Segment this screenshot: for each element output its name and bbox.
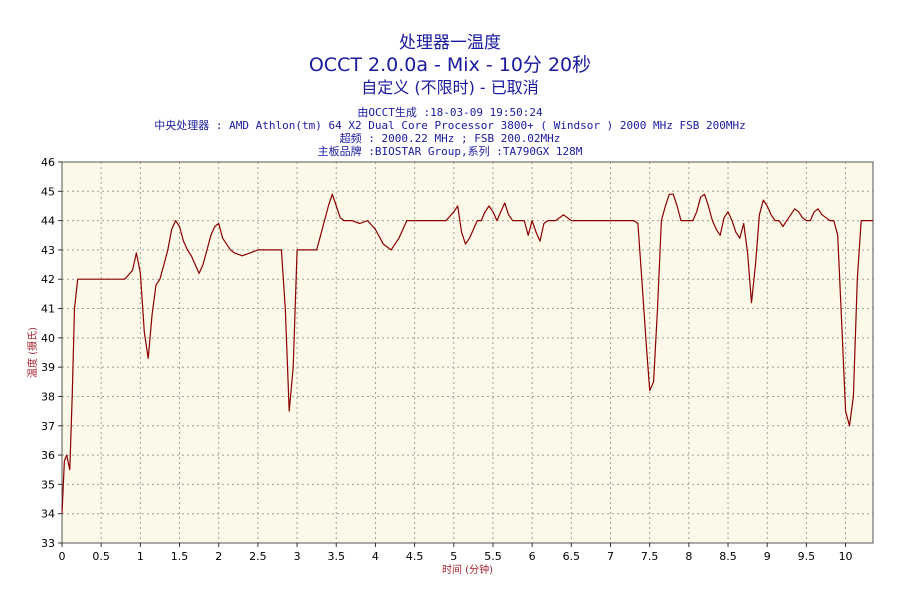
y-tick-label: 38 (41, 390, 55, 403)
x-tick-label: 7.5 (641, 550, 659, 563)
x-tick-label: 8 (685, 550, 692, 563)
x-tick-label: 9 (764, 550, 771, 563)
temperature-line (61, 193, 873, 514)
y-tick-label: 36 (41, 449, 55, 462)
y-tick-label: 45 (41, 185, 55, 198)
y-axis-label: 温度 (摄氏) (26, 327, 39, 378)
cpu-line: 中央处理器 : AMD Athlon(tm) 64 X2 Dual Core P… (154, 119, 746, 132)
y-tick-label: 44 (41, 215, 55, 228)
chart-title: 处理器一温度 (399, 33, 501, 53)
y-tick-label: 39 (41, 361, 55, 374)
chart-status: 自定义 (不限时) - 已取消 (361, 78, 539, 97)
x-tick-label: 1 (137, 550, 144, 563)
x-tick-label: 6.5 (563, 550, 581, 563)
x-tick-label: 5 (450, 550, 457, 563)
y-tick-label: 46 (41, 156, 55, 169)
y-tick-label: 40 (41, 332, 55, 345)
y-tick-label: 43 (41, 244, 55, 257)
motherboard-line: 主板品牌 :BIOSTAR Group,系列 :TA790GX 128M (317, 145, 583, 158)
x-tick-label: 9.5 (798, 550, 816, 563)
x-tick-label: 5.5 (484, 550, 502, 563)
overclock-line: 超频 : 2000.22 MHz ; FSB 200.02MHz (339, 132, 561, 145)
plot-frame (61, 161, 874, 544)
x-tick-label: 3 (294, 550, 301, 563)
x-tick-label: 4.5 (406, 550, 424, 563)
x-tick-label: 2.5 (249, 550, 267, 563)
y-tick-label: 41 (41, 303, 55, 316)
x-tick-label: 0.5 (92, 550, 110, 563)
x-tick-label: 0 (59, 550, 66, 563)
x-tick-label: 6 (529, 550, 536, 563)
y-tick-label: 37 (41, 420, 55, 433)
x-tick-label: 7 (607, 550, 614, 563)
x-tick-label: 1.5 (171, 550, 189, 563)
x-tick-label: 8.5 (719, 550, 737, 563)
x-tick-label: 2 (215, 550, 222, 563)
chart-subtitle: OCCT 2.0.0a - Mix - 10分 20秒 (308, 54, 592, 76)
x-tick-label: 4 (372, 550, 379, 563)
x-tick-label: 3.5 (328, 550, 346, 563)
generated-line: 由OCCT生成 :18-03-09 19:50:24 (357, 106, 543, 119)
plot-area (62, 162, 873, 543)
y-tick-label: 33 (41, 537, 55, 550)
x-axis-label: 时间 (分钟) (442, 563, 493, 576)
y-tick-label: 34 (41, 508, 55, 521)
y-tick-label: 35 (41, 478, 55, 491)
x-tick-label: 10 (839, 550, 853, 563)
y-tick-label: 42 (41, 273, 55, 286)
